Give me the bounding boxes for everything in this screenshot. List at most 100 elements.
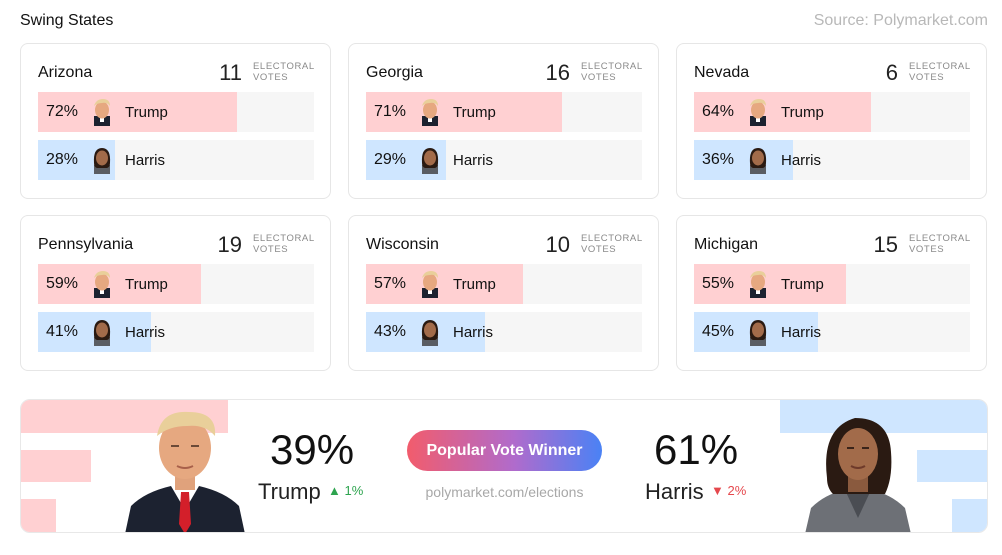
state-name: Nevada (694, 64, 750, 81)
trump-odds-row[interactable]: 71% Trump (366, 92, 642, 132)
harris-portrait (805, 418, 911, 532)
popular-vote-banner: 39% Trump ▲ 1% Popular Vote Winner polym… (20, 399, 988, 533)
harris-avatar (747, 146, 769, 174)
harris-label: Harris (453, 152, 493, 169)
trump-odds-bar (38, 92, 237, 132)
trump-change-value: 1% (344, 483, 364, 498)
harris-odds-pct: 36% (702, 151, 735, 168)
decorative-stripe (917, 450, 987, 482)
harris-odds-row[interactable]: 45% Harris (694, 312, 970, 352)
harris-odds-row[interactable]: 29% Harris (366, 140, 642, 180)
trump-odds-row[interactable]: 55% Trump (694, 264, 970, 304)
decorative-stripe (21, 499, 56, 532)
harris-odds-row[interactable]: 36% Harris (694, 140, 970, 180)
trump-avatar (747, 270, 769, 298)
electoral-votes-count: 19 (217, 232, 242, 257)
decorative-stripe (952, 499, 987, 532)
state-name: Georgia (366, 64, 423, 81)
state-card[interactable]: Michigan 15 ELECTORAL VOTES 55% Trump 45% Harri… (676, 215, 987, 371)
trump-label: Trump (453, 276, 496, 293)
trump-avatar (419, 98, 441, 126)
harris-popular-name: Harris (645, 479, 704, 504)
harris-avatar (419, 318, 441, 346)
electoral-votes-label: ELECTORAL VOTES (581, 61, 643, 83)
arrow-down-icon: ▼ (711, 483, 724, 498)
trump-avatar (747, 98, 769, 126)
popular-vote-winner-button[interactable]: Popular Vote Winner (407, 430, 602, 471)
harris-label: Harris (125, 152, 165, 169)
state-card[interactable]: Wisconsin 10 ELECTORAL VOTES 57% Trump 43% Harr… (348, 215, 659, 371)
votes-label: VOTES (253, 244, 289, 255)
header: Swing States Source: Polymarket.com (20, 12, 988, 34)
harris-odds-row[interactable]: 28% Harris (38, 140, 314, 180)
state-name: Arizona (38, 64, 93, 81)
trump-portrait (125, 411, 245, 532)
page-title: Swing States (20, 12, 114, 29)
electoral-votes-count: 16 (545, 60, 570, 85)
trump-odds-bar (694, 264, 846, 304)
votes-label: VOTES (581, 244, 617, 255)
electoral-label: ELECTORAL (253, 61, 315, 72)
state-card[interactable]: Arizona 11 ELECTORAL VOTES 72% Trump 28% Harris (20, 43, 331, 199)
electoral-votes-label: ELECTORAL VOTES (253, 61, 315, 83)
state-name: Michigan (694, 236, 759, 253)
trump-label: Trump (125, 104, 168, 121)
harris-odds-pct: 45% (702, 323, 735, 340)
harris-label: Harris (781, 152, 821, 169)
state-card[interactable]: Georgia 16 ELECTORAL VOTES 71% Trump 29% Harris (348, 43, 659, 199)
trump-label: Trump (125, 276, 168, 293)
trump-odds-row[interactable]: 72% Trump (38, 92, 314, 132)
trump-odds-pct: 72% (46, 103, 79, 120)
trump-odds-pct: 71% (374, 103, 407, 120)
trump-popular-name: Trump (258, 479, 321, 504)
electoral-votes-count: 15 (873, 232, 898, 257)
harris-label: Harris (453, 324, 493, 341)
votes-label: VOTES (253, 72, 289, 83)
harris-label: Harris (781, 324, 821, 341)
state-card[interactable]: Nevada 6 ELECTORAL VOTES 64% Trump 36% Harris (676, 43, 987, 199)
trump-odds-pct: 55% (702, 275, 735, 292)
trump-popular-pct: 39% (270, 426, 355, 473)
electoral-votes-count: 11 (219, 60, 242, 85)
electoral-label: ELECTORAL (909, 233, 971, 244)
trump-odds-row[interactable]: 57% Trump (366, 264, 642, 304)
trump-avatar (419, 270, 441, 298)
harris-odds-pct: 29% (374, 151, 407, 168)
electoral-votes-label: ELECTORAL VOTES (581, 233, 643, 255)
state-name: Pennsylvania (38, 236, 134, 253)
electoral-label: ELECTORAL (581, 61, 643, 72)
trump-odds-row[interactable]: 64% Trump (694, 92, 970, 132)
electoral-votes-label: ELECTORAL VOTES (253, 233, 315, 255)
arrow-up-icon: ▲ (328, 483, 341, 498)
trump-label: Trump (781, 104, 824, 121)
harris-avatar (747, 318, 769, 346)
harris-odds-bar (694, 140, 794, 180)
trump-odds-bar (694, 92, 871, 132)
votes-label: VOTES (581, 72, 617, 83)
harris-avatar (419, 146, 441, 174)
trump-label: Trump (453, 104, 496, 121)
electoral-label: ELECTORAL (909, 61, 971, 72)
harris-avatar (91, 146, 113, 174)
trump-odds-bar (38, 264, 201, 304)
electoral-votes-label: ELECTORAL VOTES (909, 233, 971, 255)
harris-odds-row[interactable]: 43% Harris (366, 312, 642, 352)
decorative-stripe (780, 400, 987, 433)
elections-link[interactable]: polymarket.com/elections (425, 484, 584, 500)
trump-odds-row[interactable]: 59% Trump (38, 264, 314, 304)
trump-label: Trump (781, 276, 824, 293)
harris-popular-pct: 61% (654, 426, 739, 473)
electoral-votes-label: ELECTORAL VOTES (909, 61, 971, 83)
electoral-votes-count: 6 (885, 60, 898, 85)
trump-odds-pct: 57% (374, 275, 407, 292)
decorative-stripe (21, 450, 91, 482)
trump-change: ▲ 1% (328, 483, 363, 498)
harris-odds-pct: 43% (374, 323, 407, 340)
harris-change-value: 2% (727, 483, 747, 498)
harris-odds-row[interactable]: 41% Harris (38, 312, 314, 352)
votes-label: VOTES (909, 244, 945, 255)
state-name: Wisconsin (366, 236, 439, 253)
source-credit: Source: Polymarket.com (813, 12, 988, 29)
state-card[interactable]: Pennsylvania 19 ELECTORAL VOTES 59% Trump 41% H… (20, 215, 331, 371)
trump-avatar (91, 98, 113, 126)
